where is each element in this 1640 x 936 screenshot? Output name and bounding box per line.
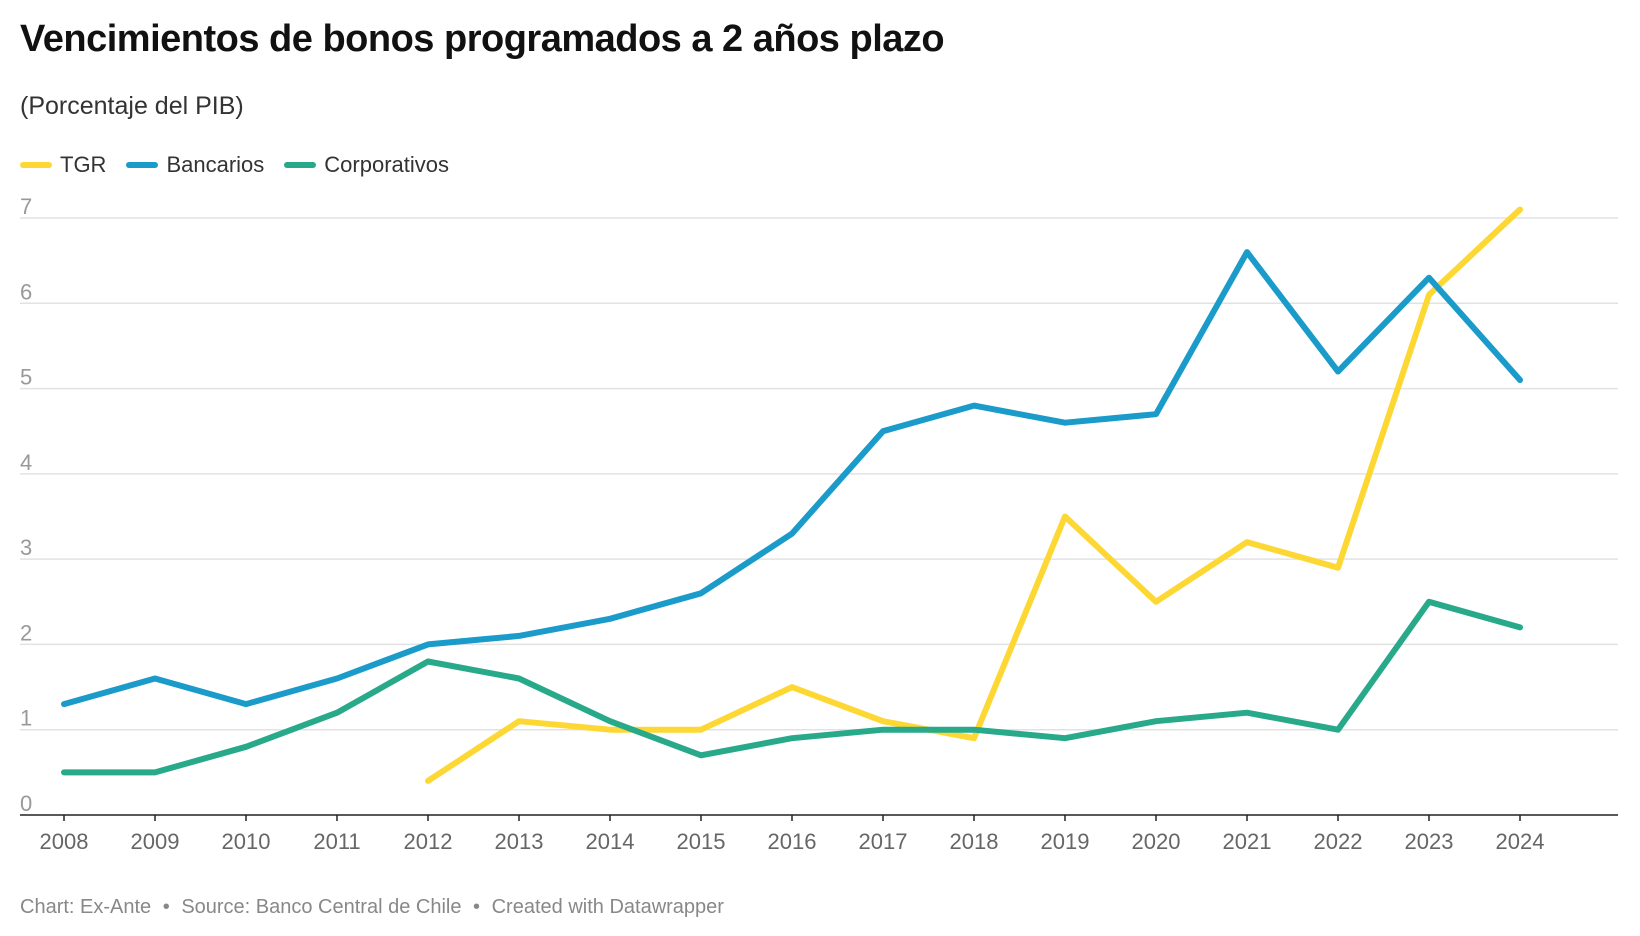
y-tick-label: 0 (20, 791, 32, 816)
footer-chart-credit: Chart: Ex-Ante (20, 896, 152, 918)
x-tick-label: 2016 (768, 829, 817, 854)
chart-title: Vencimientos de bonos programados a 2 añ… (20, 18, 945, 60)
y-tick-label: 5 (20, 365, 32, 390)
chart-footer: Chart: Ex-Ante • Source: Banco Central d… (20, 896, 724, 919)
series-line-corporativos (61, 598, 1523, 776)
footer-source: Source: Banco Central de Chile (181, 896, 462, 918)
legend-label-tgr: TGR (60, 152, 107, 177)
x-tick-label: 2012 (404, 829, 453, 854)
series-line-bancarios (61, 249, 1523, 708)
x-tick-label: 2008 (40, 829, 89, 854)
x-tick-label: 2022 (1314, 829, 1363, 854)
y-tick-label: 3 (20, 535, 32, 560)
legend-item-bancarios: Bancarios (126, 152, 264, 178)
legend-item-corporativos: Corporativos (284, 152, 449, 178)
x-tick-label: 2009 (131, 829, 180, 854)
footer-separator: • (162, 896, 170, 918)
x-tick-label: 2019 (1041, 829, 1090, 854)
legend-swatch-bancarios (126, 162, 159, 168)
y-tick-label: 7 (20, 194, 32, 219)
y-tick-label: 2 (20, 620, 32, 645)
y-tick-label: 1 (20, 706, 32, 731)
x-tick-label: 2014 (586, 829, 635, 854)
x-tick-label: 2020 (1132, 829, 1181, 854)
x-tick-label: 2024 (1496, 829, 1545, 854)
legend-label-corporativos: Corporativos (324, 152, 450, 177)
x-tick-label: 2023 (1405, 829, 1454, 854)
footer-separator: • (473, 896, 481, 918)
x-tick-label: 2015 (677, 829, 726, 854)
x-tick-label: 2017 (859, 829, 908, 854)
y-tick-label: 6 (20, 279, 32, 304)
legend-swatch-corporativos (284, 162, 317, 168)
x-tick-label: 2011 (313, 829, 360, 854)
footer-created-with: Created with Datawrapper (491, 896, 724, 918)
y-tick-label: 4 (20, 450, 32, 475)
x-tick-label: 2013 (495, 829, 544, 854)
legend-item-tgr: TGR (20, 152, 106, 178)
legend: TGR Bancarios Corporativos (20, 152, 449, 178)
chart-subtitle: (Porcentaje del PIB) (20, 92, 244, 120)
x-tick-label: 2021 (1223, 829, 1272, 854)
x-tick-label: 2018 (950, 829, 999, 854)
legend-swatch-tgr (20, 162, 52, 168)
series-line-tgr (425, 206, 1523, 784)
x-tick-label: 2010 (222, 829, 271, 854)
legend-label-bancarios: Bancarios (166, 152, 265, 177)
